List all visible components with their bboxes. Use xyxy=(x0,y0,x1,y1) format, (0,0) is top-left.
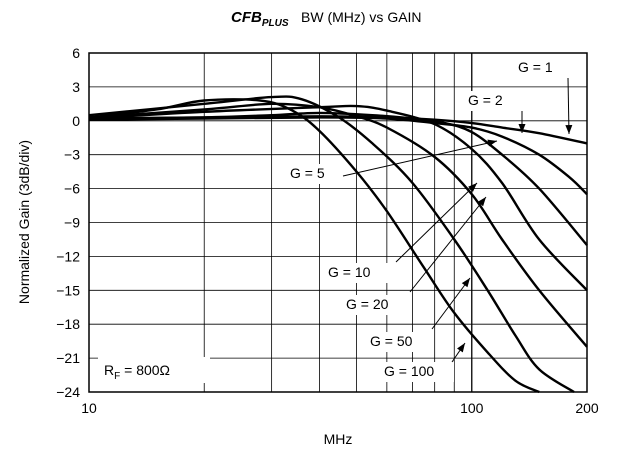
gain-labels: G = 1 G = 2 G = 5 G = 10 G = 20 G = 50 G = 100 xyxy=(286,58,580,382)
gain-label-box xyxy=(324,263,390,283)
curve-20 xyxy=(88,102,588,348)
y-tick-label: −9 xyxy=(64,215,80,231)
arrow-head xyxy=(518,124,526,133)
rf-annotation-box xyxy=(98,357,210,383)
y-tick-label: 6 xyxy=(72,45,80,61)
leader-line xyxy=(409,196,487,293)
y-tick-label: −21 xyxy=(56,350,80,366)
arrow-head xyxy=(468,183,477,192)
gain-label-text: G = 2 xyxy=(468,92,503,108)
gain-label-box xyxy=(464,91,530,111)
rf-annotation: RF = 800Ω xyxy=(98,357,210,383)
y-tick-label: −12 xyxy=(56,248,80,264)
gain-label-2: G = 2 xyxy=(464,91,530,133)
curve-10 xyxy=(88,104,588,292)
gain-label-text: G = 50 xyxy=(370,333,413,349)
gain-label-1: G = 1 xyxy=(514,58,580,135)
arrow-head xyxy=(477,197,486,207)
gain-label-text: G = 10 xyxy=(328,264,371,280)
chart-title: BW (MHz) vs GAIN xyxy=(301,9,422,25)
y-tick-label: −6 xyxy=(64,181,80,197)
y-axis-label: Normalized Gain (3dB/div) xyxy=(16,140,32,304)
leader-line xyxy=(395,182,478,263)
x-tick-labels: 10 100 200 xyxy=(81,400,599,416)
y-tick-label: −18 xyxy=(56,316,80,332)
gain-label-box xyxy=(366,332,432,352)
arrow-head xyxy=(565,124,573,134)
leader-line xyxy=(567,77,570,135)
curve-100 xyxy=(88,98,540,394)
y-tick-label: 3 xyxy=(72,79,80,95)
curves xyxy=(88,95,588,394)
leader-line xyxy=(431,277,471,330)
gain-label-50: G = 50 xyxy=(366,277,471,352)
y-tick-label: 0 xyxy=(72,113,80,129)
rf-annotation-text: RF = 800Ω xyxy=(104,362,170,382)
y-tick-label: −3 xyxy=(64,147,80,163)
y-tick-labels: 6 3 0 −3 −6 −9 −12 −15 −18 −21 −24 xyxy=(56,45,80,400)
y-tick-label: −15 xyxy=(56,282,80,298)
curve-1 xyxy=(88,115,588,145)
chart-logo-sub: PLUS xyxy=(262,18,289,29)
arrow-head xyxy=(487,139,497,147)
x-tick-label: 100 xyxy=(460,400,484,416)
gain-label-box xyxy=(380,362,454,382)
rf-annotation-prefix: R xyxy=(104,362,114,378)
gain-label-box xyxy=(286,164,338,184)
chart-logo: CFBPLUS xyxy=(231,9,289,29)
gain-label-box xyxy=(514,58,580,78)
gain-label-box xyxy=(342,295,408,315)
x-axis-label: MHz xyxy=(324,431,353,447)
rf-annotation-value: = 800Ω xyxy=(120,362,170,378)
curve-2 xyxy=(88,116,588,196)
curve-5 xyxy=(88,111,588,246)
x-tick-label: 10 xyxy=(81,400,97,416)
gain-label-text: G = 100 xyxy=(384,363,434,379)
gain-label-text: G = 1 xyxy=(518,59,553,75)
gain-label-10: G = 10 xyxy=(324,182,478,283)
arrow-head xyxy=(461,278,470,288)
arrow-head xyxy=(457,343,465,353)
curve-50 xyxy=(88,95,575,394)
gain-label-5: G = 5 xyxy=(286,139,498,184)
gain-label-text: G = 5 xyxy=(290,165,325,181)
gain-label-20: G = 20 xyxy=(342,196,487,315)
gain-label-100: G = 100 xyxy=(380,342,466,382)
plot-frame xyxy=(88,52,588,393)
y-tick-label: −24 xyxy=(56,384,80,400)
gain-label-text: G = 20 xyxy=(346,296,389,312)
chart-logo-main: CFB xyxy=(231,9,262,26)
x-tick-label: 200 xyxy=(575,400,599,416)
rf-annotation-subscript: F xyxy=(114,371,120,382)
leader-line xyxy=(342,140,498,177)
